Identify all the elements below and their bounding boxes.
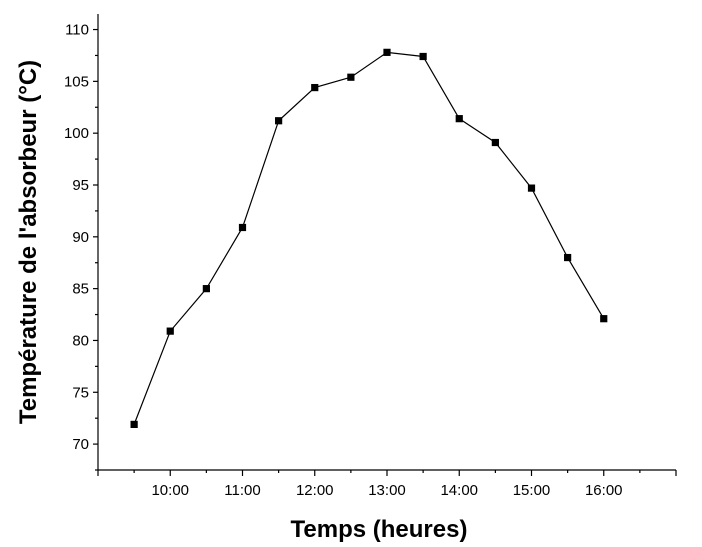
data-point [238,223,247,232]
data-point [275,117,283,125]
data-point [202,285,210,293]
x-tick-label: 11:00 [224,482,260,499]
y-tick-label: 100 [64,125,89,142]
data-point [419,52,427,61]
data-point [311,83,319,92]
y-tick-label: 70 [72,436,89,453]
x-tick-label: 10:00 [151,482,189,499]
x-ticks-group: 10:00 11:00 12:00 13:00 14:00 15:00 16:00 [97,470,677,499]
y-tick-label: 90 [72,229,89,246]
y-tick-label: 105 [64,73,89,90]
y-tick-label: 85 [72,281,89,298]
y-axis-title: Température de l'absorbeur (°C) [15,60,42,424]
y-tick-label: 80 [72,332,89,349]
x-tick-label: 12:00 [296,482,334,499]
data-point [600,315,608,323]
data-point [527,184,536,192]
y-tick-label: 95 [72,177,89,194]
axes-group [97,14,676,471]
data-point [564,253,572,262]
series-line [133,51,605,425]
data-point [347,73,355,81]
y-tick-label: 75 [72,384,89,401]
data-point [166,327,174,335]
x-tick-label: 13:00 [368,482,406,499]
data-point [130,420,138,428]
x-axis-title: Temps (heures) [291,516,468,543]
y-ticks-group: 70 75 80 85 90 95 100 105 110 [64,22,98,471]
points-group [130,48,608,428]
x-tick-label: 16:00 [585,482,623,499]
data-point [455,115,463,123]
data-point [491,138,499,147]
y-tick-label: 110 [65,22,89,39]
x-tick-label: 14:00 [440,482,478,499]
series-group [133,51,605,425]
x-tick-label: 15:00 [513,482,551,499]
data-point [383,48,391,56]
